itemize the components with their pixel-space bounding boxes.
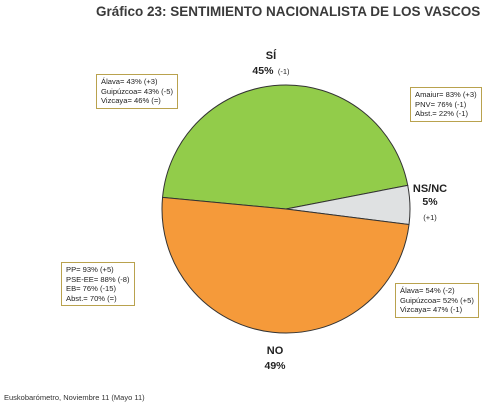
annotation-line: Álava= 43% (+3) <box>101 77 158 86</box>
slice-label-si-change: (-1) <box>277 67 290 76</box>
annotation-line: PSE-EE= 88% (-8) <box>66 274 130 284</box>
slice-label-si: SÍ 45% (-1) <box>236 50 306 78</box>
pie-slice-no <box>161 196 410 334</box>
slice-label-si-name: SÍ <box>265 50 277 62</box>
pie-slice-si <box>161 84 409 210</box>
annotation-si-parties: Amaiur= 83% (+3) PNV= 76% (-1) Abst.= 22… <box>410 87 482 122</box>
slice-label-si-value: 45% <box>252 65 274 77</box>
slice-label-nsnc: NS/NC 5% (+1) <box>405 183 455 224</box>
slice-label-nsnc-value: 5% <box>422 196 438 208</box>
annotation-line: EB= 76% (-15) <box>66 284 117 294</box>
slice-label-nsnc-change: (+1) <box>423 213 437 222</box>
slice-label-no-name: NO <box>266 345 284 357</box>
annotation-line: Vizcaya= 46% (=) <box>101 96 161 106</box>
annotation-line: Guipúzcoa= 52% (+5) <box>400 295 474 305</box>
source-note: Euskobarómetro, Noviembre 11 (Mayo 11) <box>4 393 145 402</box>
annotation-line: Abst.= 22% (-1) <box>415 109 468 119</box>
annotation-line: Álava= 54% (-2) <box>400 286 455 295</box>
slice-label-no: NO 49% <box>250 345 300 373</box>
annotation-line: Amaiur= 83% (+3) <box>415 90 477 99</box>
annotation-line: PNV= 76% (-1) <box>415 99 467 109</box>
annotation-line: PP= 93% (+5) <box>66 265 114 274</box>
annotation-no-provinces: Álava= 54% (-2) Guipúzcoa= 52% (+5) Vizc… <box>395 283 479 318</box>
annotation-line: Vizcaya= 47% (-1) <box>400 305 463 315</box>
annotation-line: Guipúzcoa= 43% (-5) <box>101 86 173 96</box>
annotation-si-provinces: Álava= 43% (+3) Guipúzcoa= 43% (-5) Vizc… <box>96 74 178 109</box>
chart-title: Gráfico 23: SENTIMIENTO NACIONALISTA DE … <box>96 4 481 19</box>
annotation-line: Abst.= 70% (=) <box>66 293 117 303</box>
slice-label-no-value: 49% <box>264 360 286 372</box>
annotation-no-parties: PP= 93% (+5) PSE-EE= 88% (-8) EB= 76% (-… <box>61 262 135 307</box>
slice-label-nsnc-name: NS/NC <box>412 183 448 195</box>
